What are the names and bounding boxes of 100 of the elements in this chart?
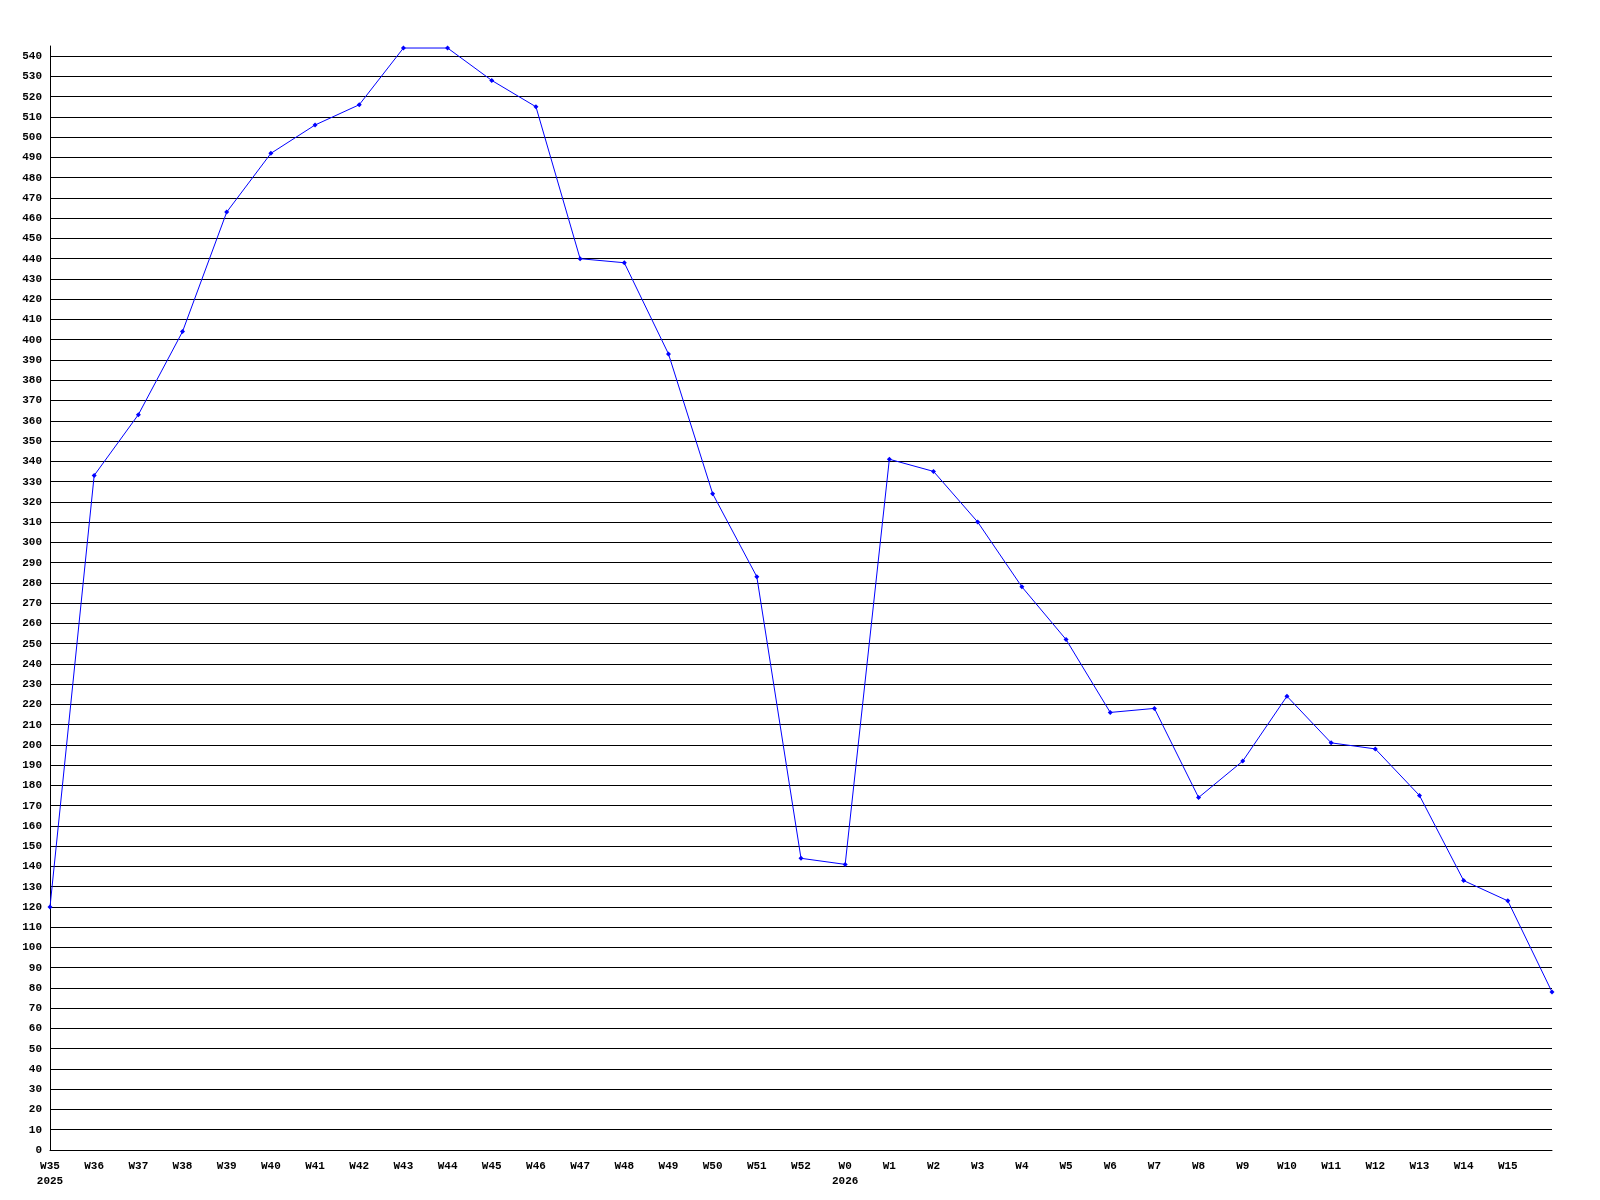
x-tick-label: W37 <box>128 1159 149 1172</box>
point <box>268 150 274 156</box>
y-tick-label: 70 <box>28 1002 42 1015</box>
y-tick-label: 470 <box>22 191 42 204</box>
point <box>1107 709 1113 715</box>
x-tick-label: W45 <box>481 1159 503 1172</box>
x-tick-label: W49 <box>658 1159 679 1172</box>
x-tick-label: W48 <box>614 1159 635 1172</box>
y-tick-label: 480 <box>22 171 42 184</box>
x-tick-label: W6 <box>1103 1159 1117 1172</box>
y-tick-label: 250 <box>22 637 42 650</box>
y-tick-label: 0 <box>35 1144 42 1156</box>
y-tick-label: 370 <box>22 394 42 407</box>
y-tick-label: 220 <box>22 698 42 711</box>
point <box>1196 795 1202 801</box>
x-tick-label: W38 <box>172 1159 193 1172</box>
y-tick-label: 360 <box>22 414 42 427</box>
y-tick-label: 160 <box>22 819 42 832</box>
point <box>754 574 760 580</box>
x-tick-label: W0 2026 <box>831 1159 859 1187</box>
point <box>621 260 627 266</box>
point <box>1151 705 1157 711</box>
x-tick-label: W5 <box>1059 1159 1074 1172</box>
point <box>91 472 97 478</box>
point <box>445 45 451 51</box>
point <box>224 209 230 215</box>
point <box>1505 898 1511 904</box>
point <box>842 861 848 867</box>
y-tick-label: 230 <box>22 678 42 691</box>
point <box>931 468 937 474</box>
y-tick-label: 380 <box>22 374 42 387</box>
y-tick-label: 140 <box>22 860 42 873</box>
point <box>180 329 186 335</box>
y-tick-label: 190 <box>22 759 42 772</box>
y-tick-label: 340 <box>22 455 42 468</box>
x-tick-label: W42 <box>349 1159 370 1172</box>
y-tick-label: 210 <box>22 718 42 731</box>
x-tick-label: W40 <box>260 1159 281 1172</box>
x-tick-label: W47 <box>570 1159 591 1172</box>
point <box>135 412 141 418</box>
point <box>577 256 583 262</box>
y-tick-label: 350 <box>22 435 42 448</box>
x-tick-label: W44 <box>437 1159 458 1172</box>
y-tick-label: 40 <box>28 1062 42 1075</box>
point <box>400 45 406 51</box>
y-tick-label: 510 <box>22 110 42 123</box>
x-tick-label: W8 <box>1191 1159 1206 1172</box>
point <box>1372 746 1378 752</box>
x-tick-label: W4 <box>1015 1159 1029 1172</box>
point <box>1328 740 1334 746</box>
y-tick-label: 400 <box>22 333 42 346</box>
y-tick-label: 10 <box>28 1123 42 1136</box>
y-tick-label: 120 <box>22 900 42 913</box>
y-tick-label: 270 <box>22 597 42 610</box>
point <box>665 351 671 357</box>
point <box>1416 793 1422 798</box>
y-tick-label: 310 <box>22 516 42 529</box>
x-tick-label: W3 <box>971 1159 985 1172</box>
y-tick-label: 170 <box>22 799 42 812</box>
y-tick-label: 320 <box>22 495 42 508</box>
y-tick-label: 430 <box>22 272 42 285</box>
point <box>1284 693 1290 699</box>
x-tick-label: W51 <box>746 1159 768 1172</box>
y-tick-label: 450 <box>22 232 42 245</box>
x-tick-label: W39 <box>216 1159 237 1172</box>
x-tick-label: W14 <box>1453 1159 1474 1172</box>
point <box>533 104 539 110</box>
y-tick-label: 490 <box>22 151 42 164</box>
y-tick-label: 150 <box>22 840 42 853</box>
point <box>1240 758 1246 764</box>
y-tick-label: 500 <box>22 131 42 144</box>
x-tick-label: W7 <box>1147 1159 1162 1172</box>
x-tick-label: W2 <box>926 1159 941 1172</box>
y-tick-label: 100 <box>22 941 42 954</box>
y-tick-label: 300 <box>22 536 42 549</box>
point <box>47 904 53 910</box>
y-tick-label: 50 <box>28 1042 42 1055</box>
x-tick-label: W11 <box>1321 1159 1342 1172</box>
x-tick-label: W12 <box>1365 1159 1386 1172</box>
point <box>975 519 981 525</box>
y-tick-label: 30 <box>28 1083 42 1096</box>
x-tick-label: W15 <box>1497 1159 1519 1172</box>
point <box>1019 584 1025 590</box>
y-tick-label: 260 <box>22 617 42 630</box>
x-tick-label: W41 <box>305 1159 326 1172</box>
y-tick-label: 530 <box>22 70 42 83</box>
x-tick-label: W35 2025 <box>36 1159 64 1187</box>
point <box>312 122 318 128</box>
y-tick-label: 20 <box>28 1103 42 1116</box>
y-tick-label: 390 <box>22 353 42 366</box>
y-tick-label: 200 <box>22 738 42 751</box>
x-tick-label: W10 <box>1277 1159 1297 1172</box>
y-tick-label: 520 <box>22 90 42 103</box>
y-tick-label: 410 <box>22 313 42 326</box>
x-tick-label: W9 <box>1236 1159 1250 1172</box>
point <box>489 77 495 83</box>
y-tick-label: 460 <box>22 212 42 225</box>
y-tick-label: 80 <box>28 981 42 994</box>
point <box>1063 637 1069 643</box>
y-tick-label: 330 <box>22 475 42 488</box>
